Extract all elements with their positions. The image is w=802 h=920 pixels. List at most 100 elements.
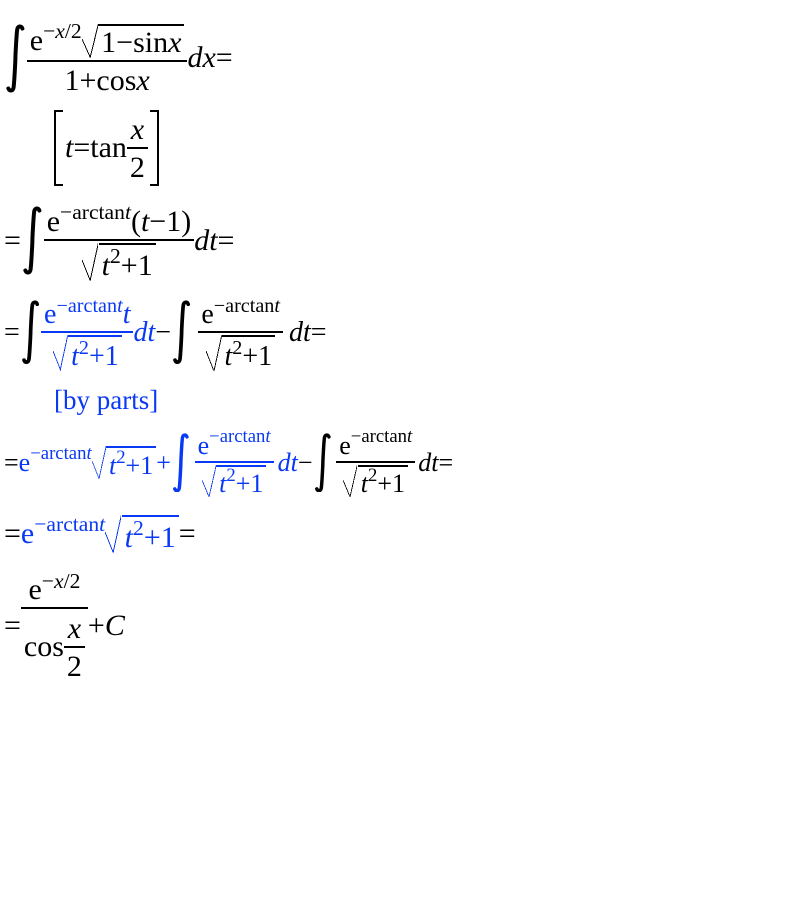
math-text: = xyxy=(216,43,233,73)
superscript: −x/2 xyxy=(42,569,81,592)
math-text: = xyxy=(4,450,19,476)
math-var: t xyxy=(274,296,280,316)
math-text: =tan xyxy=(73,133,127,163)
superscript: −arctan t xyxy=(30,445,91,464)
math-text: −arctan xyxy=(209,428,265,447)
numerator: e−arctan t(t−1) xyxy=(44,200,195,238)
math-text: = xyxy=(311,319,327,347)
math-var: dt xyxy=(278,450,298,476)
math-derivation: e−x/21−sin x1+cos xdx=t=tan x2=e−arctan … xyxy=(4,20,802,682)
equation-line: e−x/21−sin x1+cos xdx= xyxy=(4,20,802,96)
math-text: /2 xyxy=(64,571,81,593)
math-var: t xyxy=(71,343,79,371)
integral-sign xyxy=(171,300,192,364)
math-text: +1 xyxy=(126,453,154,479)
sqrt: t2+1 xyxy=(92,446,157,479)
sqrt: t2+1 xyxy=(53,335,122,371)
math-var: x xyxy=(136,66,149,96)
math-var: dt xyxy=(289,319,311,347)
numerator: x xyxy=(64,611,85,645)
math-var: t xyxy=(225,343,233,371)
math-text: = xyxy=(4,319,20,347)
math-text: −arctan xyxy=(60,202,125,224)
numerator: e−arctan t xyxy=(198,295,283,331)
math-text: 2 xyxy=(116,449,125,468)
superscript: 2 xyxy=(232,337,242,358)
fraction: e−arctan tt2+1 xyxy=(336,428,415,497)
math-text: 2 xyxy=(232,338,242,358)
denominator: cos x 2 xyxy=(21,607,88,681)
fraction: e−arctan t(t−1)t2+1 xyxy=(44,200,195,280)
math-text: ( xyxy=(131,207,141,237)
math-text: 2 xyxy=(110,246,121,268)
fraction: e−arctan tt2+1 xyxy=(195,428,274,497)
math-var: C xyxy=(105,611,125,641)
math-var: t xyxy=(407,428,412,447)
math-text: 1−sin xyxy=(101,28,168,58)
superscript: −x/2 xyxy=(43,20,82,43)
math-var: x xyxy=(55,21,65,43)
superscript: −arctan t xyxy=(60,200,131,223)
math-var: x xyxy=(68,614,81,644)
equation-line: =e−arctan t(t−1)t2+1dt= xyxy=(4,200,802,280)
math-text: e xyxy=(44,301,56,329)
math-text: e xyxy=(21,519,34,549)
math-var: t xyxy=(219,471,226,497)
sqrt: t2+1 xyxy=(343,465,408,498)
denominator: 2 xyxy=(127,147,148,183)
left-bracket xyxy=(54,110,63,186)
numerator: x xyxy=(127,113,148,147)
integral-sign xyxy=(4,24,27,93)
denominator: t2+1 xyxy=(41,331,133,371)
math-text: −1) xyxy=(149,207,191,237)
superscript: 2 xyxy=(116,448,125,467)
math-text: /2 xyxy=(65,21,82,43)
fraction: e−x/2 cos x 2 xyxy=(21,569,88,681)
superscript: −arctan t xyxy=(34,513,105,536)
math-text: e xyxy=(339,433,351,459)
sqrt: t2+1 xyxy=(105,515,179,553)
math-text: − xyxy=(43,21,55,43)
math-text: 2 xyxy=(67,652,82,682)
denominator: 2 xyxy=(64,646,85,682)
integral-sign xyxy=(21,206,44,275)
fraction: e−x/21−sin x1+cos x xyxy=(27,20,188,96)
math-text: = xyxy=(4,226,21,256)
math-text: + xyxy=(88,611,105,641)
math-var: t xyxy=(361,471,368,497)
superscript: 2 xyxy=(133,517,144,540)
math-var: x xyxy=(54,571,64,593)
math-text: cos xyxy=(24,632,64,662)
superscript: 2 xyxy=(79,337,89,358)
superscript: 2 xyxy=(368,467,377,486)
sqrt: t2+1 xyxy=(206,335,275,371)
sqrt: t2+1 xyxy=(82,243,156,281)
numerator: e−arctan tt xyxy=(41,295,133,331)
denominator: 1+cos x xyxy=(27,60,188,96)
math-text: e xyxy=(30,26,43,56)
math-text: + xyxy=(156,450,171,476)
math-text: e xyxy=(47,207,60,237)
math-var: dx xyxy=(187,43,215,73)
math-text: +1 xyxy=(377,471,405,497)
math-text: = xyxy=(218,226,235,256)
math-var: t xyxy=(125,523,133,553)
superscript: −arctan t xyxy=(209,428,270,447)
math-text: 2 xyxy=(79,338,89,358)
numerator: e−x/2 xyxy=(21,569,88,607)
math-var: t xyxy=(123,301,131,329)
denominator: t2+1 xyxy=(198,331,283,371)
math-var: x xyxy=(168,28,181,58)
fraction: e−arctan tt t2+1 xyxy=(41,295,133,371)
fraction: x2 xyxy=(127,113,148,183)
math-text: 1+cos xyxy=(64,66,136,96)
math-text: − xyxy=(155,319,171,347)
numerator: e−arctan t xyxy=(195,428,274,461)
math-var: dt xyxy=(194,226,217,256)
math-var: t xyxy=(109,453,116,479)
math-var: dt xyxy=(418,450,438,476)
superscript: 2 xyxy=(226,467,235,486)
math-var: t xyxy=(102,251,110,281)
math-text: −arctan xyxy=(351,428,407,447)
equation-line: =e−arctan ttt2+1dt−e−arctan tt2+1dt= xyxy=(4,295,802,371)
